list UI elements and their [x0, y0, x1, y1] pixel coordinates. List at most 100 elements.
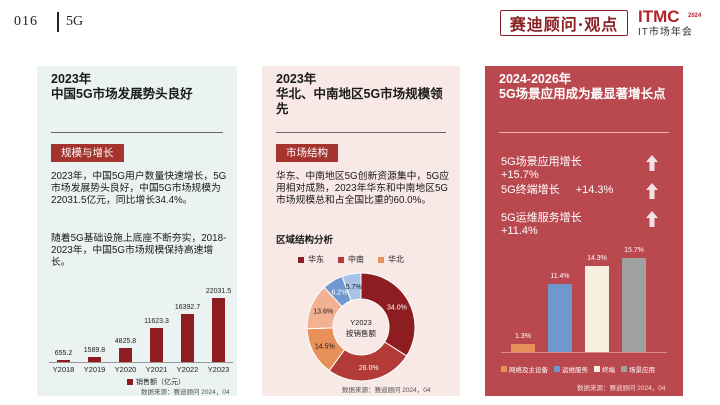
up-arrow-icon	[646, 155, 658, 171]
bar-y2023	[212, 298, 225, 362]
panel1-paragraph-1: 2023年，中国5G用户数量快速增长，5G市场发展势头良好，中国5G市场规模为2…	[51, 171, 227, 206]
donut-slice-label: 14.5%	[315, 344, 335, 351]
donut-center-label: 按销售额	[346, 328, 376, 338]
legend-item: 运维服务	[554, 364, 588, 374]
up-arrow-icon	[646, 211, 658, 227]
bar-y2022	[181, 314, 194, 362]
bar-category-label: Y2022	[176, 365, 199, 374]
legend-swatch	[501, 366, 507, 372]
legend-item: 中南	[338, 254, 364, 265]
panel-growth-forecast: 2024-2026年 5G场景应用成为最显著增长点 5G场景应用增长 +15.7…	[485, 66, 683, 396]
bar-category-label: Y2021	[145, 365, 168, 374]
bar-category-label: Y2020	[114, 365, 137, 374]
panel1-title: 2023年 中国5G市场发展势头良好	[51, 72, 227, 102]
chart3-baseline	[501, 352, 667, 353]
growth-bar-value-label: 11.4%	[550, 272, 570, 280]
event-logo: ITMC 2024 IT市场年会	[638, 8, 708, 42]
panel2-source: 数据来源：赛迪顾问 2024，04	[342, 387, 431, 394]
growth-bar-value-label: 1.3%	[515, 333, 531, 341]
growth-bar-chart: 1.3% 11.4% 14.3% 15.7%	[485, 66, 683, 396]
legend-label: 华东	[308, 255, 324, 264]
up-arrow-icon	[646, 183, 658, 199]
bar-category-label: Y2018	[52, 365, 75, 374]
donut-slice	[360, 272, 416, 357]
legend-label: 场景应用	[629, 367, 655, 374]
metric-maintenance-value: +11.4%	[501, 225, 538, 237]
event-logo-text: ITMC	[638, 7, 680, 26]
metric-maintenance-label: 5G运维服务增长	[501, 212, 582, 224]
legend-swatch	[338, 256, 344, 263]
region-chart-title: 区域结构分析	[276, 235, 334, 246]
panel1-title-text: 中国5G市场发展势头良好	[51, 87, 193, 101]
legend-label: 中南	[348, 255, 364, 264]
legend-swatch	[621, 366, 627, 372]
section-title: 5G	[66, 14, 84, 29]
panel3-title-years: 2024-2026年	[499, 72, 572, 86]
panel3-title: 2024-2026年 5G场景应用成为最显著增长点	[499, 72, 673, 102]
panel1-title-year: 2023年	[51, 72, 92, 86]
region-chart-legend: 华东 中南 华北	[298, 254, 404, 265]
legend-item: 场景应用	[621, 364, 655, 374]
growth-bar-value-label: 14.3%	[587, 255, 607, 263]
bar-value-label: 22031.5	[205, 288, 232, 295]
panel2-title: 2023年 华北、中南地区5G市场规模领先	[276, 72, 450, 117]
panel1-source: 数据来源：赛迪顾问 2024，04	[141, 389, 230, 396]
donut-slice-label: 6.2%	[331, 290, 347, 297]
panel2-title-year: 2023年	[276, 72, 317, 86]
bar-y2019	[88, 357, 101, 362]
growth-bar	[548, 283, 572, 352]
legend-item: 终端	[594, 364, 615, 374]
bar-y2020	[119, 347, 132, 362]
legend-item: 华北	[378, 254, 404, 265]
chart1-legend-label: 销售额（亿元）	[136, 379, 185, 386]
legend-swatch	[378, 256, 384, 263]
event-name: IT市场年会	[638, 27, 693, 38]
event-year: 2024	[688, 13, 702, 19]
donut-slice-label: 26.0%	[359, 365, 379, 372]
metric-maintenance: 5G运维服务增长 +11.4%	[501, 212, 582, 238]
market-size-bar-chart: 销售额（亿元） 数据来源：赛迪顾问 2024，04 655.2 Y2018 1589…	[45, 274, 235, 396]
panel1-divider	[51, 132, 223, 133]
legend-swatch	[554, 366, 560, 372]
legend-label: 运维服务	[562, 367, 588, 374]
legend-item: 华东	[298, 254, 324, 265]
chart1-baseline	[49, 362, 233, 363]
legend-label: 网络及主设备	[509, 367, 548, 374]
panel3-title-text: 5G场景应用成为最显著增长点	[499, 87, 666, 101]
panel-market-structure: 2023年 华北、中南地区5G市场规模领先 市场结构 华东、中南地区5G创新资源…	[262, 66, 460, 396]
donut-slice-label: 5.7%	[346, 284, 362, 291]
bar-y2021	[150, 328, 163, 362]
metric-terminal-value: +14.3%	[575, 184, 614, 196]
bar-value-label: 11623.3	[144, 318, 169, 326]
legend-swatch	[298, 256, 304, 263]
chart1-legend-swatch	[127, 379, 133, 385]
growth-bar-value-label: 15.7%	[624, 247, 644, 254]
legend-swatch	[594, 366, 600, 372]
growth-chart-legend: 网络及主设备 运维服务 终端 场景应用	[501, 364, 655, 374]
bar-category-label: Y2019	[83, 365, 106, 374]
donut-slice	[341, 272, 362, 302]
panel-market-scale: 2023年 中国5G市场发展势头良好 规模与增长 2023年，中国5G用户数量快…	[37, 66, 237, 396]
header-divider	[57, 12, 59, 32]
bar-value-label: 4825.8	[114, 337, 137, 345]
growth-bar	[511, 344, 535, 352]
brand-label: 赛迪顾问·观点	[509, 15, 619, 34]
metric-scene-application: 5G场景应用增长 +15.7%	[501, 156, 582, 182]
legend-label: 终端	[602, 367, 615, 374]
panel2-title-text: 华北、中南地区5G市场规模领先	[276, 87, 443, 116]
panel1-paragraph-2: 随着5G基础设施上底座不断夯实，2018-2023年，中国5G市场规模保持高速增…	[51, 233, 227, 268]
panel2-divider	[276, 132, 446, 133]
donut-slice-label: 13.6%	[313, 309, 333, 316]
growth-bar	[622, 258, 646, 352]
panel1-tag: 规模与增长	[51, 144, 124, 162]
metric-scene-value: +15.7%	[501, 169, 539, 181]
bar-y2018	[57, 360, 70, 362]
panel2-tag: 市场结构	[276, 144, 338, 162]
metric-terminal-label: 5G终端增长	[501, 184, 560, 196]
brand-label-box: 赛迪顾问·观点	[500, 10, 628, 36]
bar-value-label: 1589.8	[83, 347, 106, 355]
metric-terminal: 5G终端增长 +14.3%	[501, 184, 613, 197]
bar-value-label: 16392.7	[174, 304, 201, 312]
donut-center-year: Y2023	[350, 318, 372, 327]
